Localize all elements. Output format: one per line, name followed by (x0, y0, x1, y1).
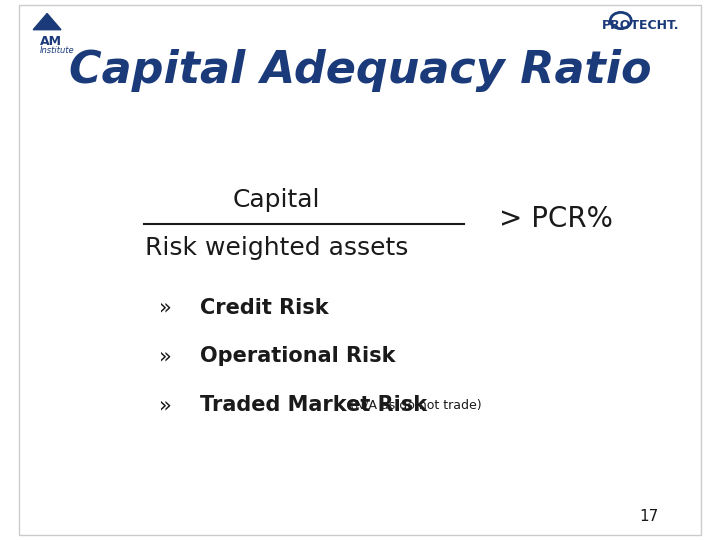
Text: »: » (159, 298, 171, 318)
Text: 17: 17 (640, 509, 659, 524)
Text: Capital: Capital (233, 188, 320, 212)
Polygon shape (33, 14, 61, 30)
Text: (N/A as do not trade): (N/A as do not trade) (350, 399, 482, 411)
Text: AM: AM (40, 35, 62, 48)
Text: Credit Risk: Credit Risk (200, 298, 329, 318)
Text: »: » (159, 395, 171, 415)
Text: Capital Adequacy Ratio: Capital Adequacy Ratio (68, 49, 652, 92)
Text: Operational Risk: Operational Risk (200, 346, 395, 367)
Text: Risk weighted assets: Risk weighted assets (145, 237, 408, 260)
Text: PROTECHT.: PROTECHT. (603, 19, 680, 32)
Text: »: » (159, 346, 171, 367)
Text: Traded Market Risk: Traded Market Risk (200, 395, 427, 415)
Text: Institute: Institute (40, 46, 75, 55)
Text: > PCR%: > PCR% (499, 205, 613, 233)
